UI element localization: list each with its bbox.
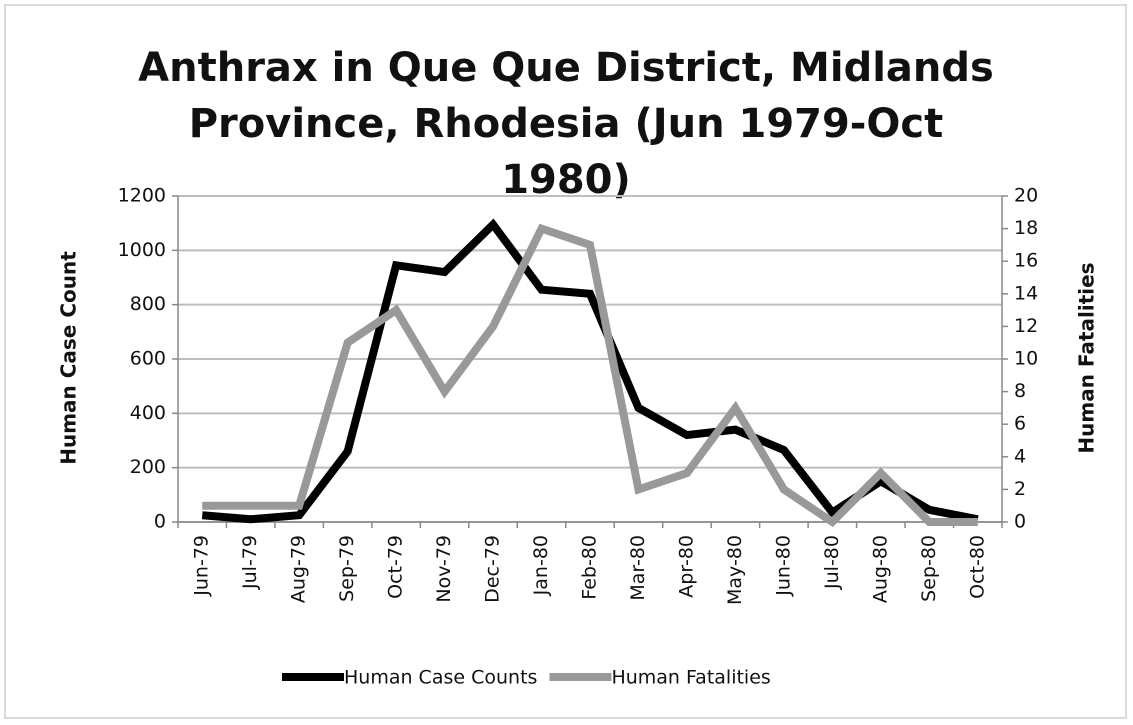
- x-tick-label: Dec-79: [482, 535, 504, 603]
- series-line: [201, 218, 979, 524]
- x-tick-label: Oct-79: [385, 535, 407, 599]
- x-tick-label: Aug-79: [288, 535, 310, 603]
- y-tick-label: 600: [130, 348, 166, 370]
- x-tick-label: Jan-80: [530, 535, 552, 596]
- y2-tick-label: 0: [1014, 511, 1026, 533]
- x-tick-label: Aug-80: [869, 535, 891, 603]
- x-tick-label: Jul-79: [239, 535, 261, 590]
- y-tick-label: 1000: [118, 239, 166, 261]
- x-tick-label: Sep-80: [918, 535, 940, 602]
- y-tick-label: 400: [130, 402, 166, 424]
- x-tick-label: Jul-80: [821, 535, 843, 590]
- y-tick-label: 200: [130, 456, 166, 478]
- y-tick-label: 0: [154, 511, 166, 533]
- x-tick-label: Oct-80: [966, 535, 988, 599]
- y-axis-title: Human Case Count: [57, 251, 81, 465]
- x-tick-label: Sep-79: [336, 535, 358, 602]
- series-line: [202, 223, 978, 528]
- x-tick-label: Jun-79: [191, 535, 213, 597]
- y2-tick-label: 2: [1014, 478, 1026, 500]
- y2-tick-label: 8: [1014, 380, 1026, 402]
- x-tick-label: Apr-80: [675, 535, 697, 598]
- x-tick-label: Nov-79: [433, 535, 455, 603]
- y2-tick-label: 20: [1014, 185, 1038, 207]
- y2-tick-label: 12: [1014, 315, 1038, 337]
- legend-label: Human Case Counts: [344, 667, 537, 689]
- y2-axis-title: Human Fatalities: [1075, 262, 1099, 453]
- y2-tick-label: 10: [1014, 348, 1038, 370]
- y-tick-label: 1200: [118, 185, 166, 207]
- y2-tick-label: 6: [1014, 413, 1026, 435]
- y2-tick-label: 16: [1014, 250, 1038, 272]
- x-tick-label: May-80: [724, 535, 746, 605]
- y2-tick-label: 4: [1014, 445, 1026, 467]
- legend-label: Human Fatalities: [611, 667, 770, 689]
- y2-tick-label: 14: [1014, 282, 1038, 304]
- y-tick-label: 800: [130, 293, 166, 315]
- y2-tick-label: 18: [1014, 217, 1038, 239]
- x-tick-label: Jun-80: [772, 535, 794, 597]
- x-tick-label: Feb-80: [579, 535, 601, 600]
- chart-frame: [4, 4, 1127, 719]
- x-tick-label: Mar-80: [627, 535, 649, 601]
